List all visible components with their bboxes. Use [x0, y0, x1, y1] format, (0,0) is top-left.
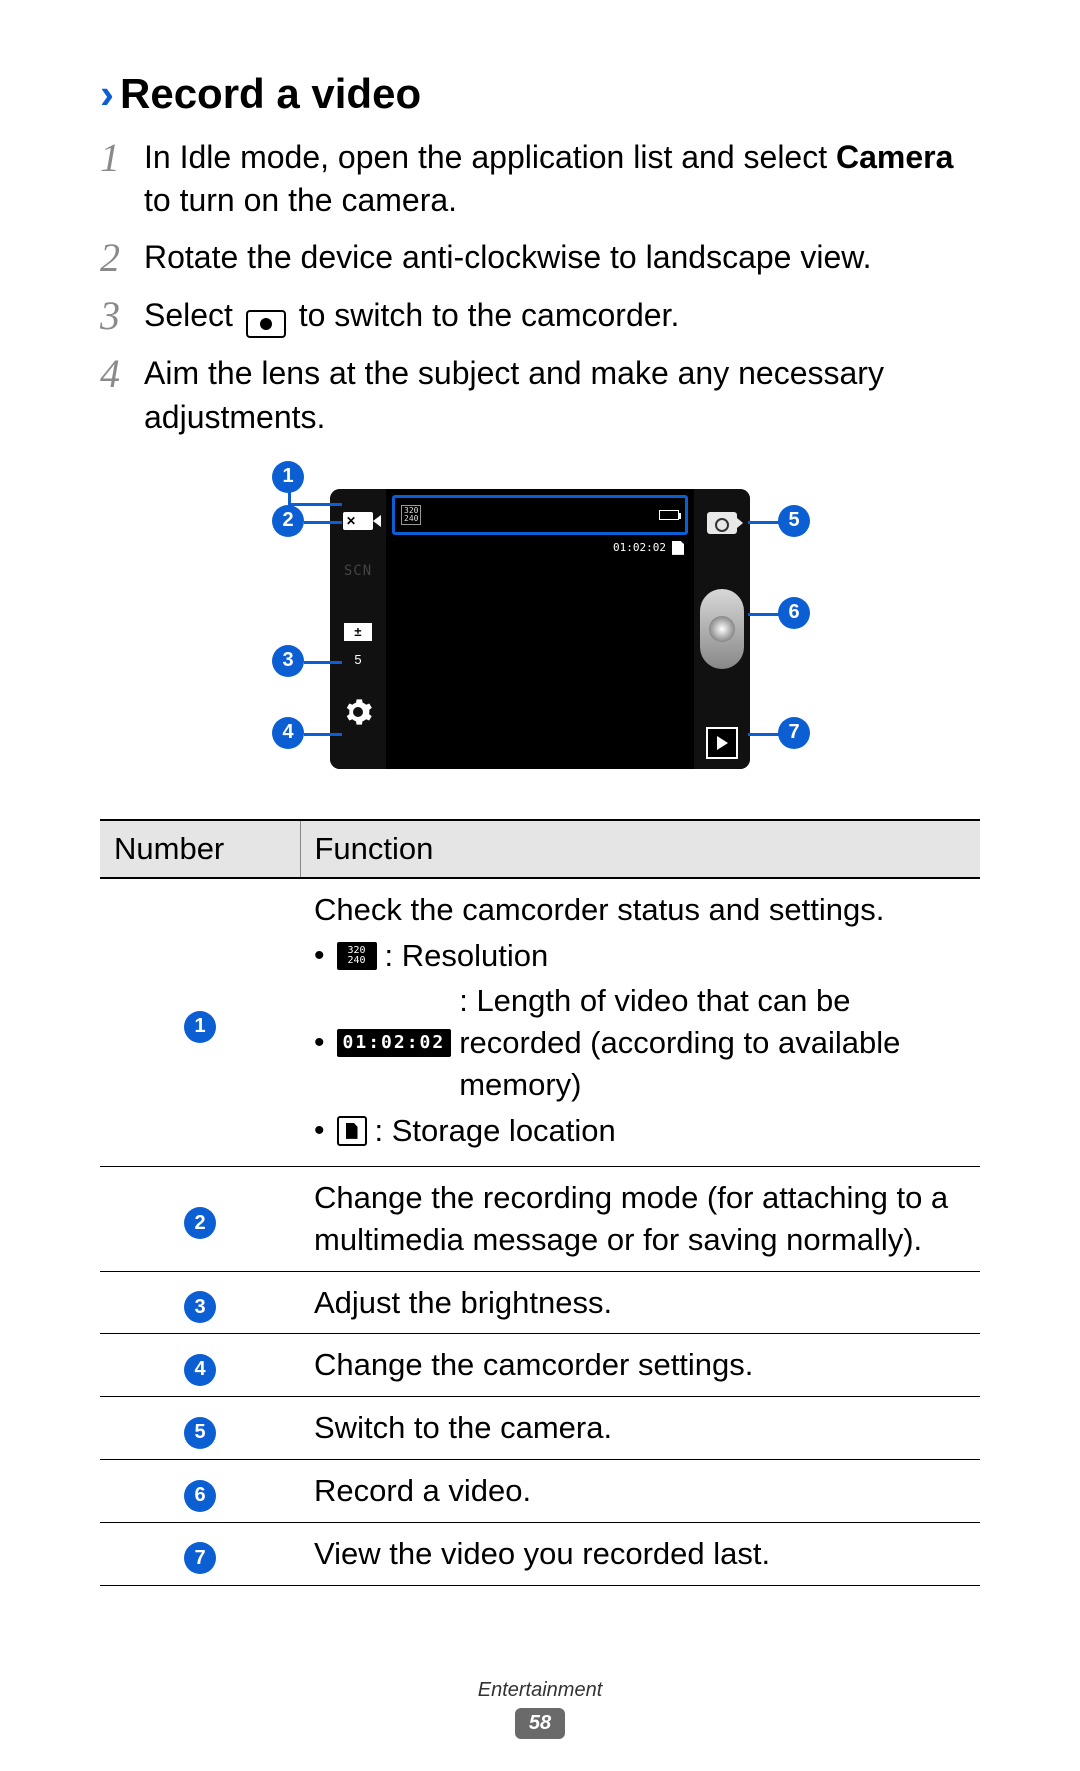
step-1: 1 In Idle mode, open the application lis… — [100, 136, 980, 222]
row-badge: 5 — [184, 1417, 216, 1449]
resolution-icon: 320240 — [337, 942, 377, 970]
battery-icon — [659, 510, 679, 520]
step-list: 1 In Idle mode, open the application lis… — [100, 136, 980, 439]
right-toolbar — [694, 489, 750, 769]
table-row: 1 Check the camcorder status and setting… — [100, 878, 980, 1167]
step-3: 3 Select to switch to the camcorder. — [100, 294, 980, 338]
callout-5: 5 — [778, 505, 810, 537]
table-row: 6 Record a video. — [100, 1460, 980, 1523]
resolution-badge: 320240 — [401, 505, 421, 525]
table-row: 7 View the video you recorded last. — [100, 1522, 980, 1585]
storage-icon — [672, 541, 684, 555]
preview-area: 320240 01:02:02 — [386, 489, 694, 769]
row-badge: 4 — [184, 1354, 216, 1386]
storage-item: : Storage location — [314, 1110, 966, 1152]
callout-2: 2 — [272, 505, 304, 537]
step-number: 2 — [100, 236, 144, 280]
step-text: Aim the lens at the subject and make any… — [144, 352, 980, 438]
callout-7: 7 — [778, 717, 810, 749]
table-row: 4 Change the camcorder settings. — [100, 1334, 980, 1397]
step-number: 3 — [100, 294, 144, 338]
camera-mode-icon — [246, 310, 286, 338]
table-row: 3 Adjust the brightness. — [100, 1271, 980, 1334]
device-screenshot: ✕ SCN ±5 320240 — [330, 489, 750, 769]
page-number: 58 — [515, 1708, 565, 1739]
gear-icon — [343, 697, 373, 727]
play-icon — [706, 727, 738, 759]
step-text: Rotate the device anti-clockwise to land… — [144, 236, 980, 279]
length-item: 01:02:02 : Length of video that can be r… — [314, 980, 966, 1106]
table-row: 5 Switch to the camera. — [100, 1397, 980, 1460]
exposure-icon: ±5 — [338, 619, 378, 659]
chevron-icon: › — [100, 70, 114, 117]
callout-6: 6 — [778, 597, 810, 629]
status-bar: 320240 — [392, 495, 688, 535]
row-intro: Check the camcorder status and settings. — [314, 889, 966, 931]
callout-3: 3 — [272, 645, 304, 677]
camcorder-diagram: ✕ SCN ±5 320240 — [100, 459, 980, 789]
function-table: Number Function 1 Check the camcorder st… — [100, 819, 980, 1586]
record-mode-icon: ✕ — [338, 501, 378, 541]
left-toolbar: ✕ SCN ±5 — [330, 489, 386, 769]
record-time: 01:02:02 — [613, 541, 666, 554]
step-number: 4 — [100, 352, 144, 396]
step-4: 4 Aim the lens at the subject and make a… — [100, 352, 980, 438]
row-badge: 3 — [184, 1291, 216, 1323]
step-text: In Idle mode, open the application list … — [144, 136, 980, 222]
storage-icon — [337, 1116, 367, 1146]
table-row: 2 Change the recording mode (for attachi… — [100, 1166, 980, 1271]
resolution-item: 320240 : Resolution — [314, 935, 966, 977]
callout-4: 4 — [272, 717, 304, 749]
title-text: Record a video — [120, 70, 421, 117]
row-badge: 6 — [184, 1480, 216, 1512]
time-row: 01:02:02 — [613, 541, 684, 555]
switch-camera-icon — [702, 503, 742, 543]
callout-1: 1 — [272, 461, 304, 493]
time-icon: 01:02:02 — [337, 1029, 452, 1057]
page-footer: Entertainment 58 — [0, 1679, 1080, 1739]
step-text: Select to switch to the camcorder. — [144, 294, 980, 338]
shutter-button — [700, 589, 744, 669]
scn-icon: SCN — [338, 551, 378, 591]
row-badge: 2 — [184, 1207, 216, 1239]
section-title: ›Record a video — [100, 70, 980, 118]
col-number: Number — [100, 820, 300, 878]
step-number: 1 — [100, 136, 144, 180]
col-function: Function — [300, 820, 980, 878]
step-2: 2 Rotate the device anti-clockwise to la… — [100, 236, 980, 280]
footer-section: Entertainment — [0, 1679, 1080, 1702]
row-badge: 1 — [184, 1011, 216, 1043]
row-badge: 7 — [184, 1542, 216, 1574]
